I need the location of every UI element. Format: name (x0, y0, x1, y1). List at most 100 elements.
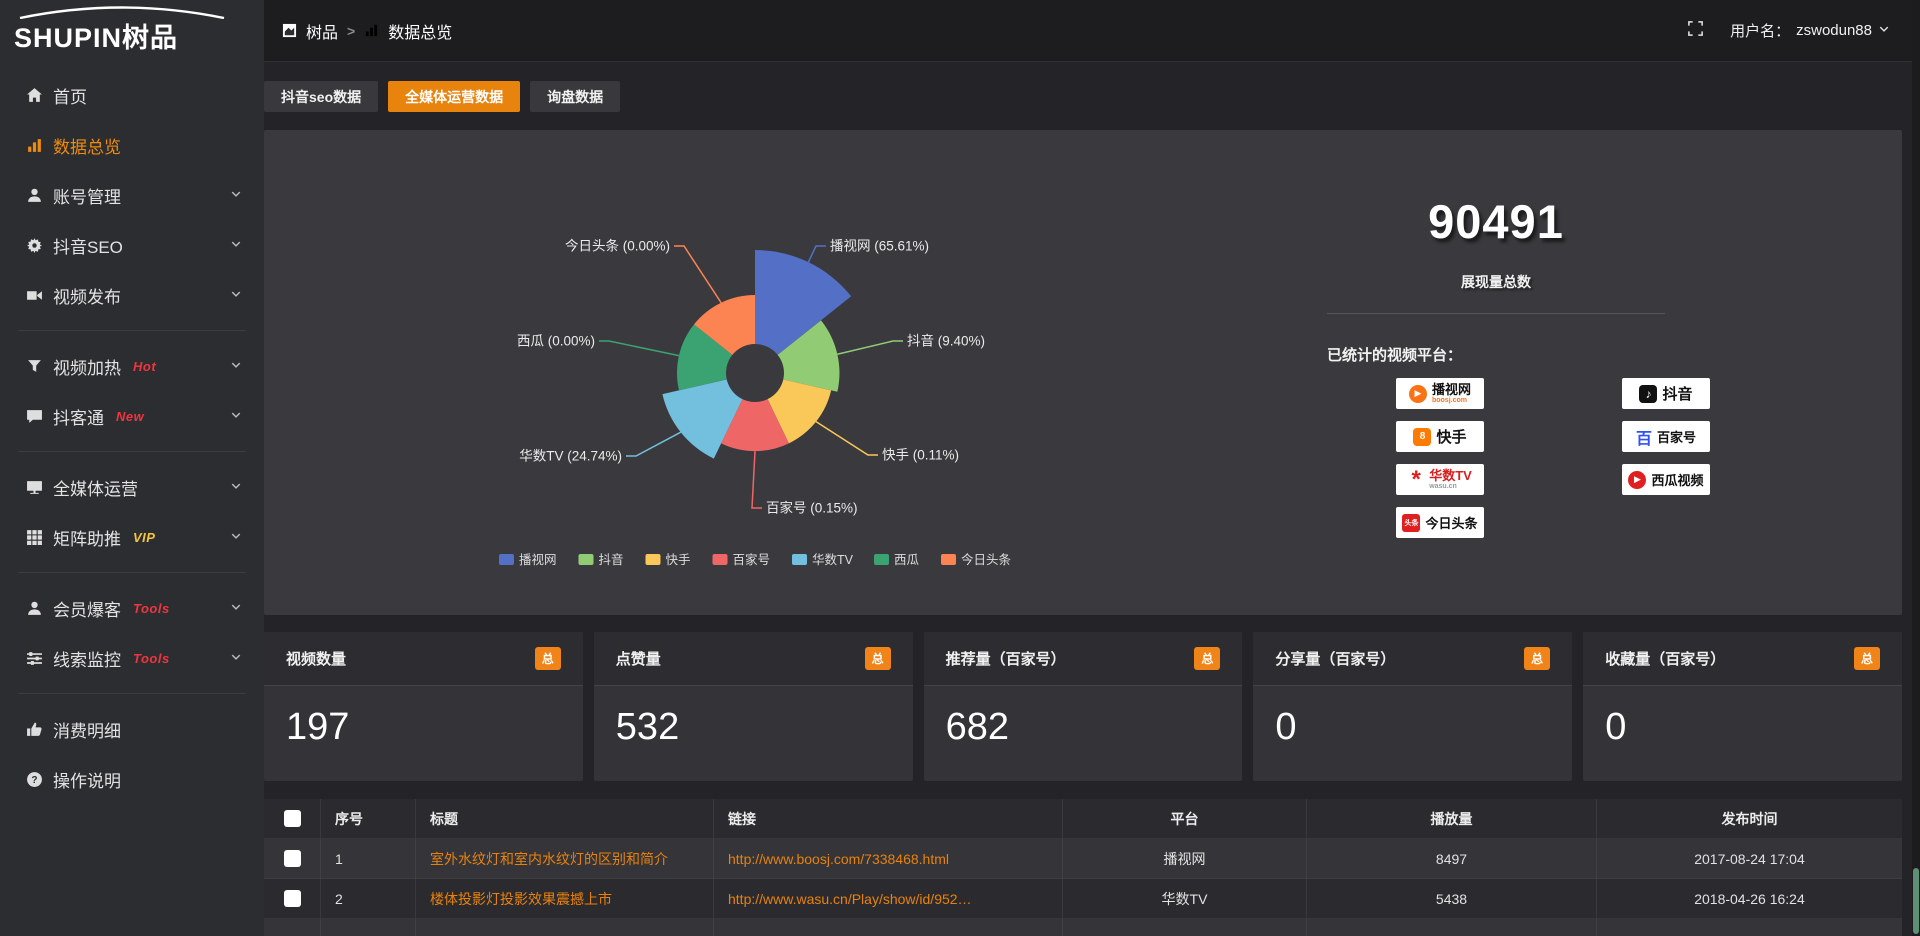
monitor-icon (26, 479, 43, 496)
pie-label: 百家号 (0.15%) (766, 500, 858, 516)
table-header-row: 序号 标题 链接 平台 播放量 发布时间 (264, 799, 1902, 839)
platform-badge-kuaishou[interactable]: 8 快手 (1396, 421, 1484, 452)
platform-badge-boosj[interactable]: ▶ 播视网 boosj.com (1396, 378, 1484, 409)
sidebar-item-data-overview[interactable]: 数据总览 (0, 120, 264, 170)
chevron-down-icon (230, 651, 242, 666)
vip-badge: VIP (133, 529, 156, 545)
main-content: 抖音seo数据 全媒体运营数据 询盘数据 播视网 (65.61%) 抖音 (9.4… (264, 0, 1902, 936)
platform-badge-wasu[interactable]: * 华数TV wasu.cn (1396, 464, 1484, 495)
pie-slice-百家号[interactable] (721, 399, 789, 452)
sliders-icon (26, 650, 43, 667)
total-badge[interactable]: 总 (1524, 647, 1551, 670)
video-url-link[interactable]: http://www.wasu.cn/Play/show/id/952… (728, 890, 972, 907)
legend-label[interactable]: 播视网 (519, 552, 557, 567)
cell-plays: 5438 (1307, 879, 1597, 919)
sidebar-item-label: 全媒体运营 (53, 479, 138, 499)
fullscreen-icon[interactable] (1687, 20, 1704, 42)
sidebar-item-douketong[interactable]: 抖客通 New (0, 391, 264, 441)
pie-slice-快手[interactable] (767, 379, 832, 444)
pie-slice-今日头条[interactable] (694, 295, 755, 355)
pie-slice-西瓜[interactable] (677, 324, 733, 391)
legend-marker-华数TV[interactable] (792, 554, 807, 565)
cell-plays: 8497 (1307, 839, 1597, 879)
legend-marker-今日头条[interactable] (941, 554, 956, 565)
legend-marker-播视网[interactable] (499, 554, 514, 565)
select-all-checkbox[interactable] (283, 810, 301, 827)
legend-marker-西瓜[interactable] (874, 554, 889, 565)
sidebar-item-matrix-boost[interactable]: 矩阵助推 VIP (0, 512, 264, 562)
pie-label: 西瓜 (0.00%) (517, 334, 595, 349)
chevron-down-icon (230, 409, 242, 424)
sidebar-item-douyin-seo[interactable]: 抖音SEO (0, 220, 264, 270)
sidebar-item-spend-detail[interactable]: 消费明细 (0, 704, 264, 754)
legend-marker-百家号[interactable] (712, 554, 728, 565)
chevron-down-icon (230, 288, 242, 303)
row-checkbox[interactable] (283, 890, 301, 907)
pie-slice-华数TV[interactable] (662, 379, 743, 459)
platform-badge-toutiao[interactable]: 头条 今日头条 (1396, 507, 1484, 538)
username-label: 用户名： (1730, 23, 1791, 40)
divider (1327, 313, 1665, 314)
video-url-link[interactable]: http://www.boosj.com/7338468.html (728, 850, 950, 867)
sidebar-item-member-leads[interactable]: 会员爆客 Tools (0, 583, 264, 633)
row-checkbox[interactable] (283, 850, 301, 867)
video-title-link[interactable]: 室外水纹灯和室内水纹灯的区别和简介 (430, 850, 668, 867)
pie-label-line (626, 431, 682, 457)
col-header-no: 序号 (321, 799, 416, 839)
logo-text: SHUPIN树品 (14, 22, 179, 53)
pie-slice-播视网[interactable] (755, 250, 852, 355)
tab-inquiry-data[interactable]: 询盘数据 (530, 81, 621, 112)
sidebar-item-label: 会员爆客 (53, 600, 121, 620)
thumbs-up-icon (26, 721, 43, 738)
platform-badge-baijiahao[interactable]: 百 百家号 (1622, 421, 1710, 452)
legend-marker-抖音[interactable] (578, 554, 594, 565)
sidebar-item-video-publish[interactable]: 视频发布 (0, 270, 264, 320)
sidebar-divider (18, 693, 246, 694)
platform-badge-column-left: ▶ 播视网 boosj.com 8 快手 * 华数TV wasu.cn 头条 今… (1396, 378, 1491, 538)
stat-value: 0 (1275, 706, 1297, 748)
tab-douyin-seo-data[interactable]: 抖音seo数据 (264, 81, 379, 112)
bar-chart-icon (364, 23, 379, 38)
legend-label[interactable]: 快手 (666, 553, 691, 567)
total-badge[interactable]: 总 (534, 647, 561, 670)
chevron-down-icon (1878, 22, 1890, 39)
pie-label: 华数TV (24.74%) (519, 449, 622, 464)
user-menu[interactable]: 用户名： zswodun88 (1730, 20, 1890, 41)
video-title-link[interactable]: 楼体投影灯投影效果震撼上市 (430, 890, 612, 907)
sidebar-item-help[interactable]: ? 操作说明 (0, 754, 264, 804)
platform-badge-xigua[interactable]: ▶ 西瓜视频 (1622, 464, 1710, 495)
legend-label[interactable]: 西瓜 (894, 553, 920, 567)
tab-omni-media-data[interactable]: 全媒体运营数据 (388, 81, 521, 112)
legend-label[interactable]: 百家号 (733, 552, 771, 567)
legend-label[interactable]: 华数TV (812, 552, 854, 567)
legend-marker-快手[interactable] (645, 554, 661, 565)
sidebar-item-label: 消费明细 (53, 721, 121, 741)
user-icon (26, 187, 43, 204)
pie-slice-抖音[interactable] (777, 320, 840, 392)
col-header-title: 标题 (416, 799, 714, 839)
breadcrumb-root[interactable]: 树品 (306, 24, 339, 42)
douyin-note-icon: ♪ (1639, 384, 1658, 403)
toutiao-icon: 头条 (1402, 513, 1421, 532)
sidebar-item-home[interactable]: 首页 (0, 70, 264, 120)
breadcrumb-separator: > (347, 22, 356, 39)
total-badge[interactable]: 总 (864, 647, 891, 670)
sidebar-item-omni-media[interactable]: 全媒体运营 (0, 462, 264, 512)
legend-label[interactable]: 今日头条 (961, 552, 1012, 567)
tools-badge: Tools (133, 600, 170, 616)
total-badge[interactable]: 总 (1853, 647, 1880, 670)
sidebar-item-account-mgmt[interactable]: 账号管理 (0, 170, 264, 220)
scrollbar-thumb[interactable] (1913, 868, 1919, 934)
table-row: 2 楼体投影灯投影效果震撼上市 http://www.wasu.cn/Play/… (264, 879, 1902, 919)
scrollbar[interactable] (1912, 0, 1920, 936)
total-badge[interactable]: 总 (1194, 647, 1221, 670)
platform-badge-douyin[interactable]: ♪ 抖音 (1622, 378, 1710, 409)
sidebar-item-video-heat[interactable]: 视频加热 Hot (0, 341, 264, 391)
legend-label[interactable]: 抖音 (599, 552, 624, 567)
sidebar-divider (18, 572, 246, 573)
sidebar-item-label: 账号管理 (53, 187, 121, 207)
stat-cards-row: 视频数量 总 197 点赞量 总 532 推荐量（百家号） 总 682 分享量（… (264, 632, 1902, 781)
sidebar-item-clue-monitor[interactable]: 线索监控 Tools (0, 633, 264, 683)
pie-label-line (674, 245, 722, 304)
chevron-down-icon (230, 601, 242, 616)
